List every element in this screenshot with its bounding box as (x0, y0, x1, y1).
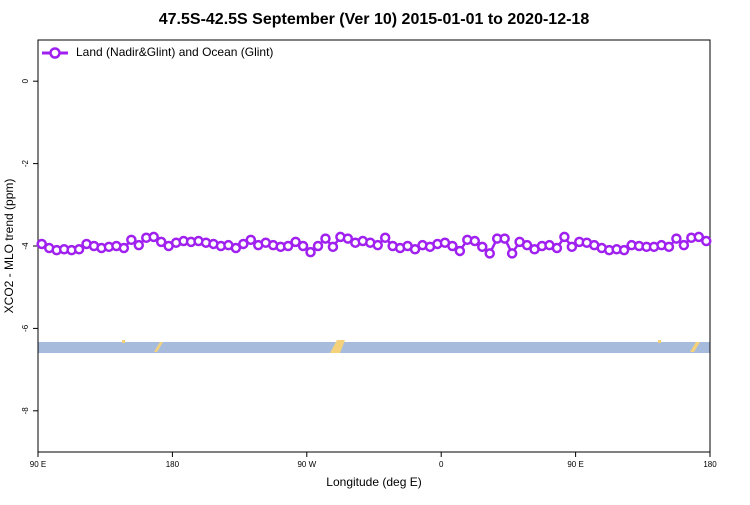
data-point (454, 245, 466, 257)
data-point (551, 242, 563, 254)
data-point (477, 241, 488, 253)
data-point (290, 236, 301, 248)
x-axis-label: Longitude (deg E) (326, 475, 421, 489)
data-point (36, 238, 47, 250)
legend-label: Land (Nadir&Glint) and Ocean (Glint) (76, 45, 273, 59)
data-point (297, 240, 309, 252)
data-point (678, 239, 690, 251)
data-point (379, 232, 391, 244)
data-point (282, 240, 294, 252)
data-point (484, 248, 495, 259)
data-point (618, 244, 630, 256)
data-point (118, 242, 130, 254)
legend-marker (49, 47, 61, 59)
data-point (447, 240, 458, 252)
data-point (693, 231, 705, 243)
data-point (73, 244, 85, 255)
legend: Land (Nadir&Glint) and Ocean (Glint) (42, 45, 273, 59)
data-point (663, 241, 675, 253)
x-tick-label: 90 E (30, 460, 46, 469)
data-point (342, 233, 354, 244)
data-point (312, 240, 324, 252)
data-point (155, 236, 167, 248)
data-point (559, 231, 570, 243)
x-tick-label: 90 E (567, 460, 583, 469)
x-tick-label: 0 (439, 460, 444, 469)
land-ocean-strip (38, 340, 710, 353)
y-tick-label: -6 (21, 324, 30, 332)
y-tick-label: 0 (21, 78, 30, 83)
data-point (327, 241, 339, 253)
data-point (305, 246, 316, 258)
x-tick-label: 180 (703, 460, 717, 469)
data-point (701, 235, 712, 247)
data-point (499, 233, 510, 244)
data-point (409, 244, 421, 255)
y-axis-label: XCO2 - MLO trend (ppm) (2, 179, 16, 314)
data-point (372, 239, 383, 251)
data-point (245, 234, 257, 246)
y-tick-label: -2 (21, 159, 30, 167)
x-tick-label: 90 W (297, 460, 316, 469)
data-point (133, 239, 145, 251)
data-point (566, 241, 578, 253)
data-point (521, 239, 533, 251)
data-point (469, 235, 481, 247)
data-point (126, 234, 137, 246)
data-point (671, 233, 682, 244)
data-point (320, 233, 331, 244)
data-point (230, 242, 242, 254)
data-point (238, 238, 249, 250)
y-tick-label: -4 (21, 242, 30, 250)
y-tick-label: -8 (21, 407, 30, 415)
data-point (148, 231, 159, 243)
x-tick-label: 180 (166, 460, 180, 469)
data-point (506, 248, 518, 259)
chart-title: 47.5S-42.5S September (Ver 10) 2015-01-0… (159, 11, 590, 28)
